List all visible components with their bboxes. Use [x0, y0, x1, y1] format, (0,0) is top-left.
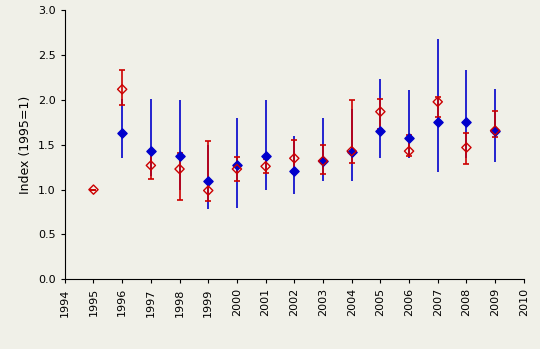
Point [462, 145, 471, 150]
Point [405, 148, 414, 154]
Point [434, 99, 442, 105]
Point [462, 119, 471, 124]
Point [347, 148, 356, 154]
Point [118, 87, 126, 92]
Point [319, 158, 327, 164]
Point [376, 109, 384, 114]
Point [347, 149, 356, 155]
Point [376, 128, 384, 133]
Point [176, 154, 184, 159]
Point [491, 128, 500, 133]
Point [176, 166, 184, 172]
Point [319, 158, 327, 164]
Point [491, 128, 500, 133]
Point [405, 135, 414, 140]
Point [204, 188, 213, 193]
Point [233, 166, 241, 172]
Point [434, 120, 442, 125]
Point [118, 131, 126, 136]
Point [146, 148, 155, 154]
Point [89, 187, 98, 192]
Y-axis label: Index (1995=1): Index (1995=1) [19, 96, 32, 194]
Point [204, 178, 213, 184]
Point [261, 164, 270, 169]
Point [146, 163, 155, 168]
Point [290, 168, 299, 173]
Point [233, 163, 241, 168]
Point [290, 156, 299, 161]
Point [261, 154, 270, 159]
